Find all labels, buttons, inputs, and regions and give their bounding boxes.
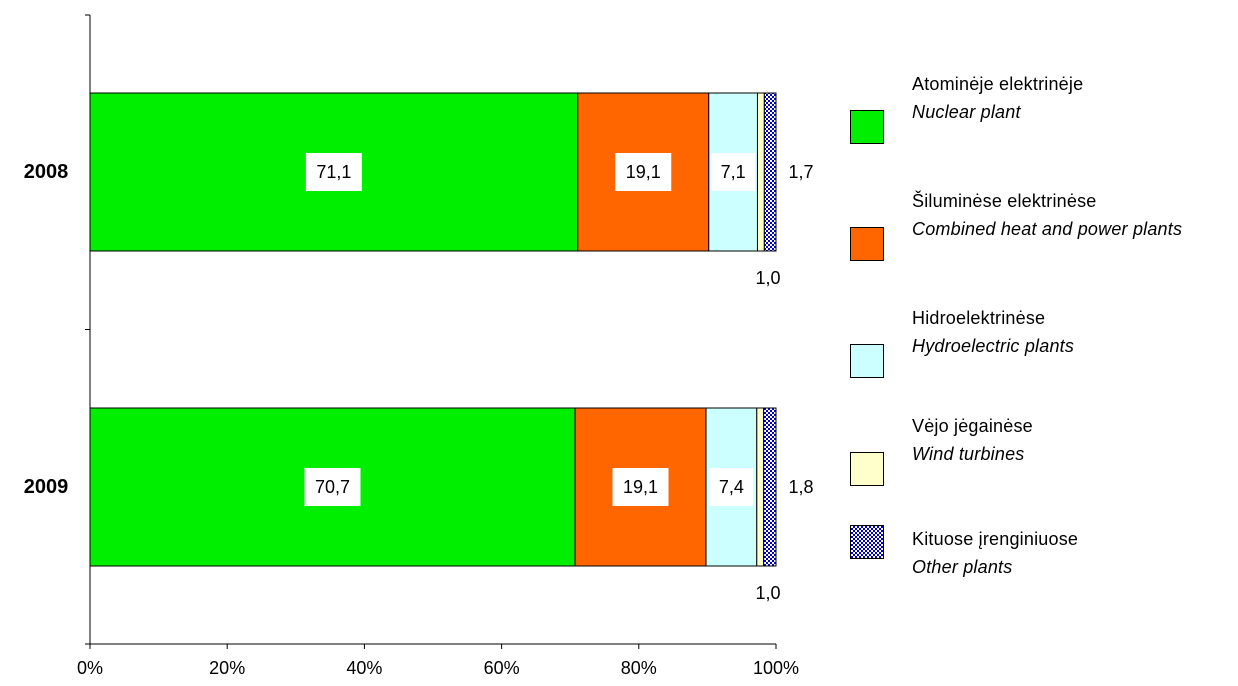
- legend-label-lt: Kituose įrenginiuose: [912, 529, 1079, 549]
- data-label-box: [709, 468, 754, 506]
- x-tick-label: 100%: [753, 658, 799, 678]
- data-label: 7,4: [719, 477, 744, 497]
- x-tick-label: 40%: [346, 658, 382, 678]
- data-label: 70,7: [315, 477, 350, 497]
- legend-item-wind: Vėjo jėgainėse Wind turbines: [850, 412, 1238, 486]
- data-label-box: [612, 468, 669, 506]
- legend-swatch-hydro: [850, 344, 884, 378]
- data-label: 1,0: [755, 268, 780, 288]
- data-label-box: [304, 468, 361, 506]
- legend-swatch-wind: [850, 452, 884, 486]
- data-label: 1,8: [788, 477, 813, 497]
- legend-item-hydro: Hidroelektrinėse Hydroelectric plants: [850, 304, 1238, 378]
- legend-label-lt: Vėjo jėgainėse: [912, 416, 1033, 436]
- legend-swatch-nuclear: [850, 110, 884, 144]
- legend-label-lt: Hidroelektrinėse: [912, 308, 1046, 328]
- legend-label-en: Hydroelectric plants: [912, 336, 1075, 356]
- bar-segment: [763, 92, 777, 252]
- legend-label-en: Other plants: [912, 557, 1013, 577]
- legend-label-en: Nuclear plant: [912, 102, 1021, 122]
- legend-item-chp: Šiluminėse elektrinėse Combined heat and…: [850, 187, 1238, 261]
- legend-item-nuclear: Atominėje elektrinėje Nuclear plant: [850, 70, 1238, 144]
- data-label-box: [305, 153, 362, 191]
- data-label: 7,1: [721, 162, 746, 182]
- legend-swatch-chp: [850, 227, 884, 261]
- legend-label-en: Combined heat and power plants: [912, 219, 1183, 239]
- bar-segment: [763, 407, 777, 567]
- y-category-label: 2009: [24, 476, 69, 498]
- legend-label-lt: Šiluminėse elektrinėse: [912, 191, 1097, 211]
- x-tick-label: 20%: [209, 658, 245, 678]
- data-label: 1,7: [788, 162, 813, 182]
- data-label: 71,1: [316, 162, 351, 182]
- x-tick-label: 0%: [77, 658, 103, 678]
- legend-item-other: Kituose įrenginiuose Other plants: [850, 525, 1238, 595]
- data-label-box: [711, 153, 756, 191]
- legend-label-lt: Atominėje elektrinėje: [912, 74, 1084, 94]
- data-label: 1,0: [755, 583, 780, 603]
- x-tick-label: 80%: [621, 658, 657, 678]
- data-label: 19,1: [623, 477, 658, 497]
- x-tick-label: 60%: [484, 658, 520, 678]
- y-category-label: 2008: [24, 161, 69, 183]
- bar-segment: [756, 92, 765, 252]
- legend-label-en: Wind turbines: [912, 444, 1025, 464]
- legend-swatch-other: [850, 525, 884, 559]
- bar-segment: [756, 407, 765, 567]
- data-label: 19,1: [626, 162, 661, 182]
- data-label-box: [615, 153, 672, 191]
